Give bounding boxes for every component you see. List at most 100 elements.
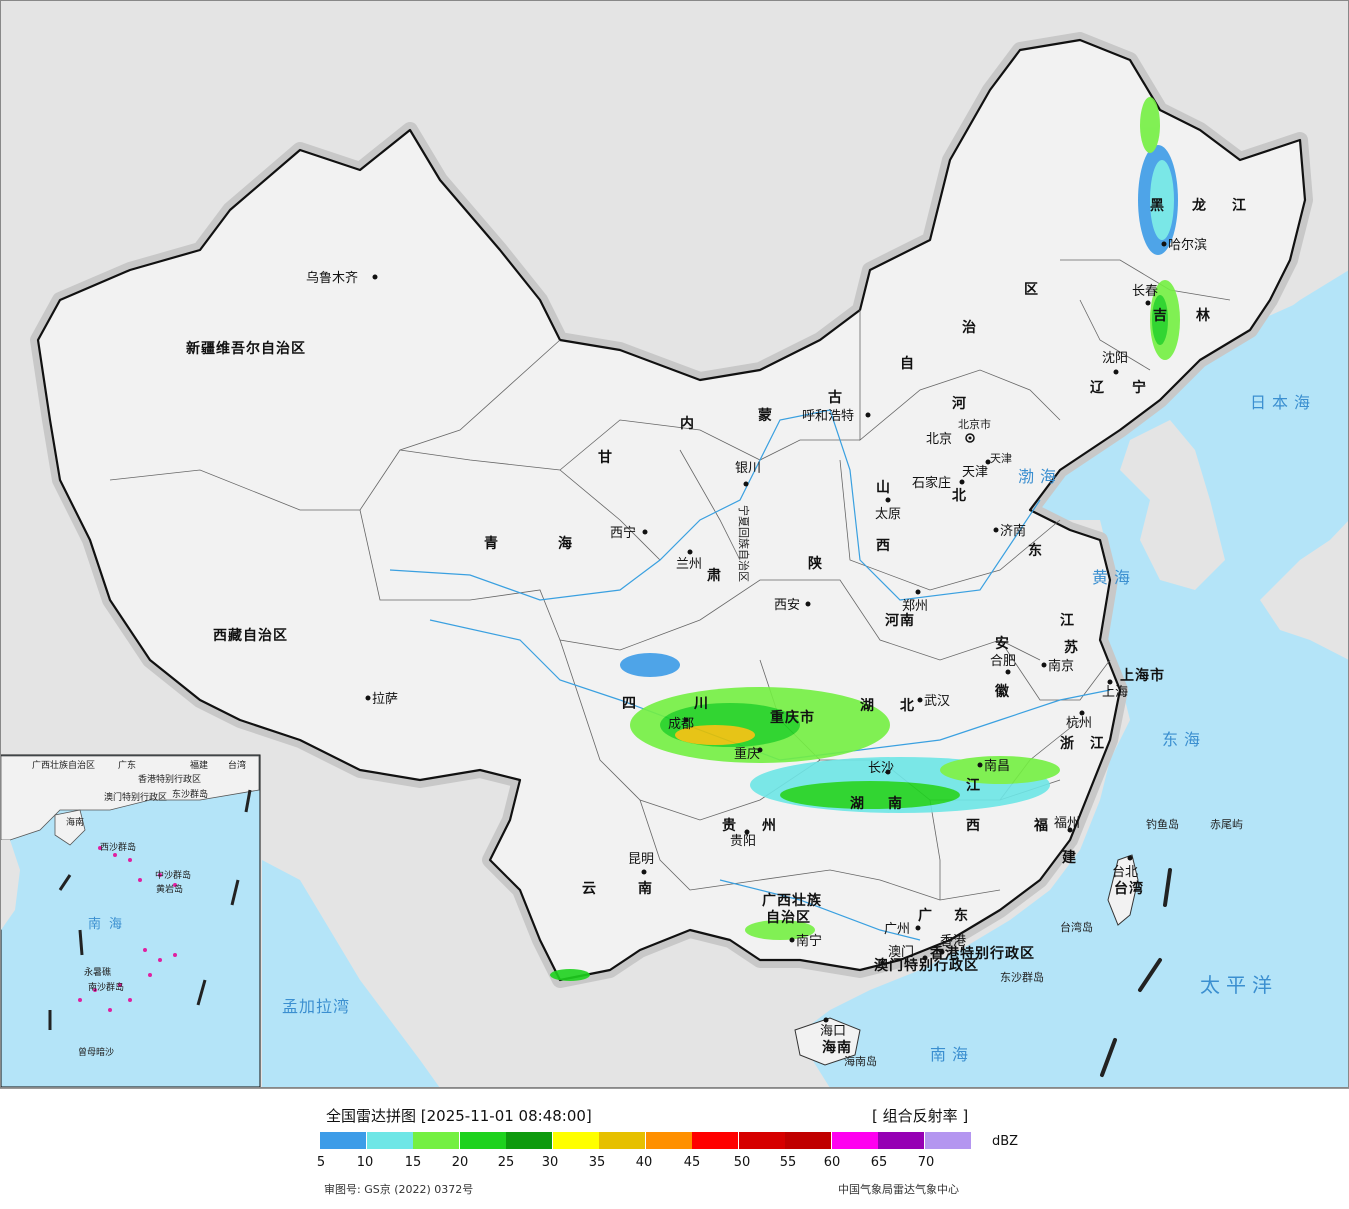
inset-huangyan: 黄岩岛 bbox=[156, 883, 183, 895]
label-guangxi-2: 自治区 bbox=[766, 909, 811, 926]
korea-land bbox=[1120, 420, 1225, 590]
city-shanghai: 上海 bbox=[1102, 685, 1128, 700]
label-jilin-2: 林 bbox=[1196, 307, 1211, 324]
label-guangdong-1: 广 bbox=[918, 907, 933, 924]
label-qinghai-1: 青 bbox=[484, 535, 499, 552]
label-yunnan-2: 南 bbox=[638, 880, 653, 897]
legend-tick: 15 bbox=[404, 1155, 422, 1170]
island-hainan: 海南岛 bbox=[844, 1054, 877, 1068]
city-shenyang: 沈阳 bbox=[1102, 351, 1128, 366]
label-sichuan-1: 四 bbox=[622, 696, 637, 712]
city-hefei: 合肥 bbox=[990, 654, 1016, 669]
echo-hunan-core bbox=[780, 781, 960, 809]
city-changsha: 长沙 bbox=[868, 761, 894, 776]
city-hohhot: 呼和浩特 bbox=[802, 409, 854, 424]
city-xining: 西宁 bbox=[610, 525, 636, 541]
label-shaanxi: 陕 bbox=[808, 555, 823, 572]
dash-lines bbox=[1100, 868, 1172, 1077]
label-macau: 澳门特别行政区 bbox=[874, 957, 979, 974]
hainan-island bbox=[794, 1017, 861, 1066]
label-guangdong-2: 东 bbox=[954, 907, 969, 924]
label-neimeng-6: 区 bbox=[1024, 282, 1039, 298]
label-tianjin-prov: 天津 bbox=[990, 452, 1012, 465]
label-anhui-2: 徽 bbox=[994, 683, 1010, 700]
label-shanxi-1: 山 bbox=[876, 480, 891, 496]
japan-sea-area bbox=[1180, 280, 1349, 600]
sea-donghai: 东海 bbox=[1162, 730, 1206, 749]
legend-tick: 20 bbox=[451, 1155, 469, 1170]
legend-swatch bbox=[924, 1132, 971, 1149]
legend-panel: 全国雷达拼图 [2025-11-01 08:48:00] [ 组合反射率 ] 5… bbox=[0, 1088, 1349, 1209]
island-diaoyu: 钓鱼岛 bbox=[1146, 817, 1179, 831]
city-shijiazhuang: 石家庄 bbox=[912, 475, 951, 491]
legend-tick: 60 bbox=[823, 1155, 841, 1170]
city-nanning: 南宁 bbox=[796, 933, 822, 949]
label-shandong: 东 bbox=[1028, 542, 1043, 559]
city-fuzhou: 福州 bbox=[1054, 816, 1080, 831]
inset-hainan: 海南 bbox=[66, 816, 84, 828]
inset-nanhai: 南海 bbox=[88, 916, 130, 932]
city-wuhan: 武汉 bbox=[924, 694, 950, 709]
city-labels: 乌鲁木齐 拉萨 西宁 兰州 银川 呼和浩特 北京 天津 石家庄 太原 济南 郑州… bbox=[306, 237, 1207, 1039]
label-xinjiang: 新疆维吾尔自治区 bbox=[186, 340, 306, 357]
sea-bengal: 孟加拉湾 bbox=[282, 997, 350, 1016]
label-neimeng-4: 自 bbox=[900, 355, 915, 372]
legend-swatch bbox=[552, 1132, 599, 1149]
legend-swatch bbox=[878, 1132, 924, 1149]
legend-tick: 45 bbox=[683, 1155, 701, 1170]
legend-tick: 55 bbox=[779, 1155, 797, 1170]
province-labels: 新疆维吾尔自治区 西藏自治区 青 海 甘 肃 内 蒙 古 自 治 区 黑 龙 江… bbox=[186, 197, 1246, 1056]
legend-title: 全国雷达拼图 [2025-11-01 08:48:00] bbox=[326, 1107, 592, 1125]
inset-guangxi: 广西壮族自治区 bbox=[32, 759, 95, 771]
inset-xisha: 西沙群岛 bbox=[100, 841, 136, 853]
legend-tick: 50 bbox=[733, 1155, 751, 1170]
southeast-asia-land bbox=[680, 980, 830, 1088]
city-tianjin: 天津 bbox=[962, 465, 988, 480]
legend-swatch bbox=[738, 1132, 785, 1149]
city-nanchang: 南昌 bbox=[984, 758, 1010, 774]
city-guiyang: 贵阳 bbox=[730, 834, 756, 849]
legend-swatch bbox=[599, 1132, 645, 1149]
legend-swatch bbox=[459, 1132, 506, 1149]
label-ningxia: 宁夏回族自治区 bbox=[737, 505, 751, 582]
legend-tick: 25 bbox=[497, 1155, 515, 1170]
sea-pacific: 太平洋 bbox=[1200, 973, 1278, 997]
bay-of-bengal bbox=[262, 860, 440, 1088]
label-liaoning-2: 宁 bbox=[1132, 379, 1147, 396]
echo-jiangxi bbox=[940, 756, 1060, 784]
label-guizhou-1: 贵 bbox=[722, 817, 737, 834]
echo-sichuan-north bbox=[620, 653, 680, 677]
label-gansu-2: 肃 bbox=[707, 567, 722, 584]
label-jiangsu-2: 苏 bbox=[1064, 639, 1079, 656]
legend-swatch bbox=[366, 1132, 413, 1149]
inset-hk: 香港特别行政区 bbox=[138, 773, 201, 785]
inset-yongshu: 永暑礁 bbox=[84, 966, 111, 978]
city-urumqi: 乌鲁木齐 bbox=[306, 270, 358, 286]
legend-tick: 30 bbox=[541, 1155, 559, 1170]
city-harbin: 哈尔滨 bbox=[1168, 237, 1207, 253]
legend-tick: 70 bbox=[917, 1155, 935, 1170]
city-beijing: 北京 bbox=[926, 432, 952, 447]
city-kunming: 昆明 bbox=[628, 852, 654, 867]
label-neimeng-2: 蒙 bbox=[758, 407, 773, 424]
inset-guangdong: 广东 bbox=[118, 759, 136, 771]
label-zhejiang-2: 江 bbox=[1090, 735, 1105, 752]
label-yunnan-1: 云 bbox=[582, 881, 597, 897]
japan-land bbox=[1260, 520, 1349, 660]
legend-tick: 40 bbox=[635, 1155, 653, 1170]
label-hainan: 海南 bbox=[822, 1039, 852, 1056]
label-henan: 河南 bbox=[885, 612, 915, 629]
label-shanghai: 上海市 bbox=[1120, 667, 1165, 684]
label-hlj-1: 黑 bbox=[1150, 198, 1165, 214]
city-lanzhou: 兰州 bbox=[676, 557, 702, 572]
echo-jilin-2 bbox=[1152, 295, 1168, 345]
label-jiangxi-2: 西 bbox=[966, 818, 981, 834]
city-haikou: 海口 bbox=[820, 1024, 846, 1039]
island-taiwan: 台湾岛 bbox=[1060, 920, 1093, 934]
label-hunan-2: 南 bbox=[888, 795, 903, 812]
island-chiwei: 赤尾屿 bbox=[1210, 818, 1243, 831]
inset-fujian: 福建 bbox=[190, 759, 208, 771]
legend-tick: 10 bbox=[356, 1155, 374, 1170]
label-hubei-2: 北 bbox=[900, 698, 915, 714]
